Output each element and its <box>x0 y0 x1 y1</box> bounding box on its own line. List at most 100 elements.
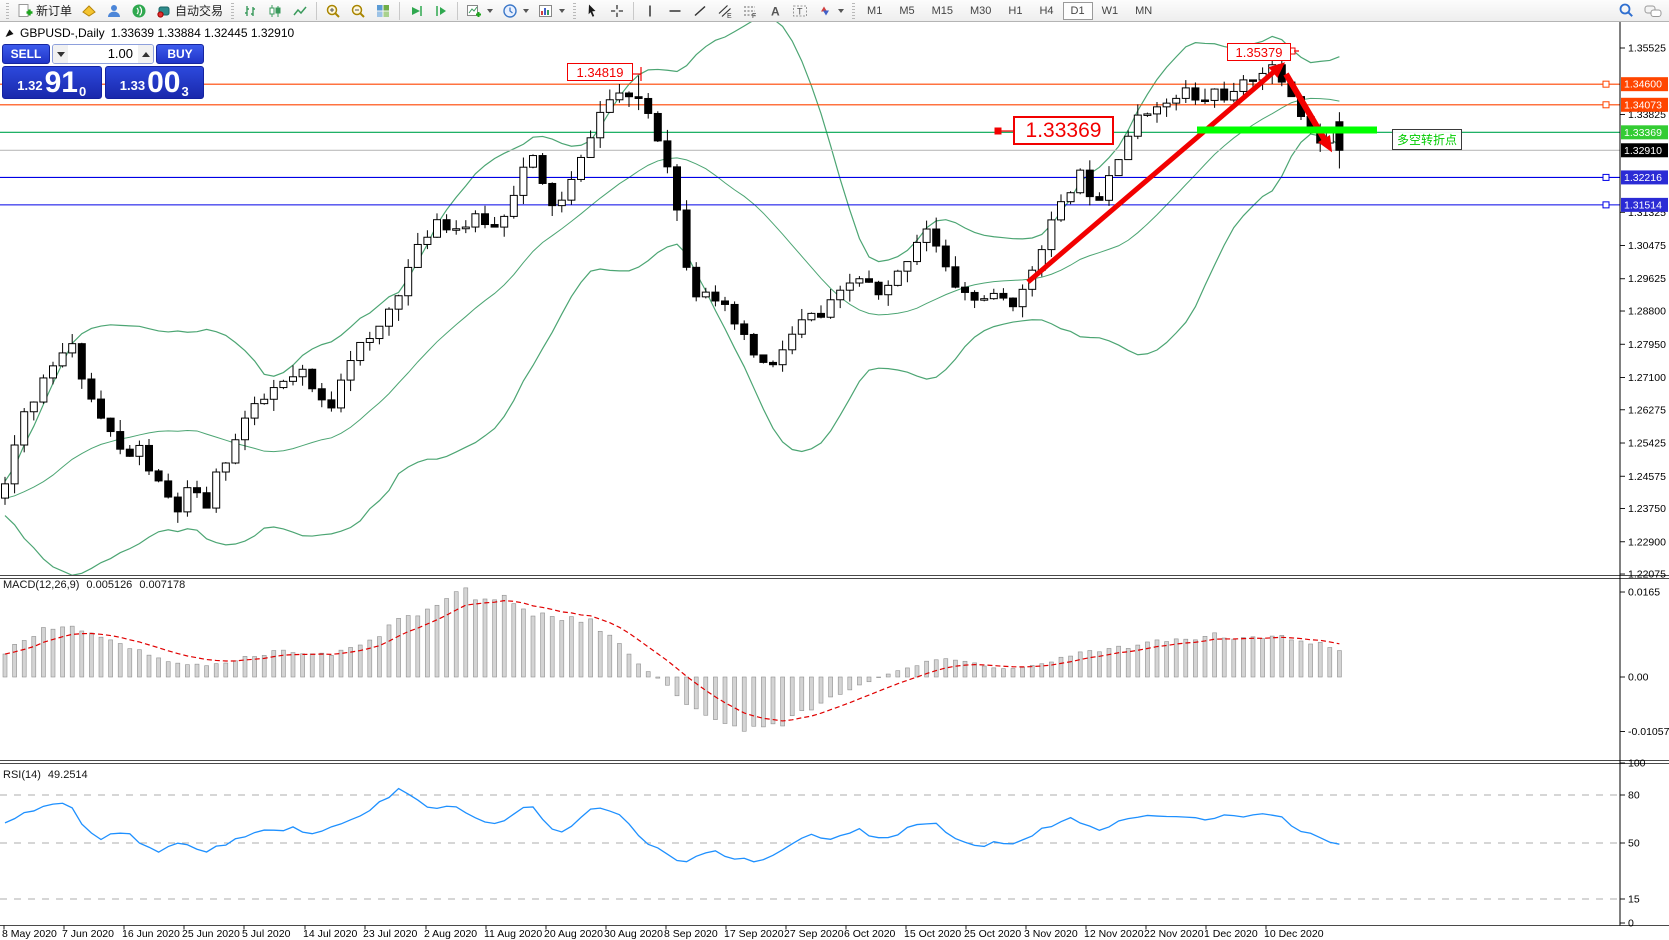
arrows-dropdown[interactable] <box>813 1 848 21</box>
label-tool-button[interactable]: T <box>788 1 812 21</box>
zoom-in-icon <box>325 3 341 19</box>
svg-text:1.27100: 1.27100 <box>1628 372 1666 384</box>
main-toolbar: 新订单 自动交易 <box>0 0 1669 22</box>
horizontal-line-icon <box>667 3 683 19</box>
trendline-tool-button[interactable] <box>688 1 712 21</box>
chevron-down-icon <box>838 8 845 13</box>
new-order-button[interactable]: 新订单 <box>13 1 76 21</box>
volume-decrease-button[interactable] <box>53 45 68 63</box>
toolbar-separator <box>399 1 401 20</box>
volume-stepper: 1.00 <box>52 44 154 64</box>
chart-symbol-header: GBPUSD-,Daily 1.33639 1.33884 1.32445 1.… <box>5 26 294 40</box>
bar-chart-mode-button[interactable] <box>238 1 262 21</box>
tf-button-m5[interactable]: M5 <box>891 2 922 20</box>
fibonacci-icon: F <box>742 3 758 19</box>
fibonacci-tool-button[interactable]: F <box>738 1 762 21</box>
market-watch-button[interactable] <box>77 1 101 21</box>
sell-price-big-digits: 91 <box>44 66 78 99</box>
svg-text:17 Sep 2020: 17 Sep 2020 <box>724 928 784 940</box>
signals-button[interactable] <box>127 1 151 21</box>
svg-text:1.33825: 1.33825 <box>1628 109 1666 121</box>
profile-person-icon <box>106 3 122 19</box>
profiles-button[interactable] <box>102 1 126 21</box>
price-chart-svg[interactable]: 1.355251.338251.313251.304751.296251.288… <box>0 22 1669 940</box>
price-annotation-135379[interactable]: 1.35379 <box>1227 43 1291 61</box>
price-annotation-133369[interactable]: 1.33369 <box>1013 116 1114 145</box>
tile-windows-icon <box>375 3 391 19</box>
toolbar-separator <box>457 1 459 20</box>
svg-text:0.00: 0.00 <box>1628 672 1649 684</box>
tile-windows-button[interactable] <box>371 1 395 21</box>
svg-text:1.34600: 1.34600 <box>1624 79 1662 91</box>
text-label-icon: T <box>792 3 808 19</box>
svg-text:6 Oct 2020: 6 Oct 2020 <box>844 928 896 940</box>
svg-text:1.23750: 1.23750 <box>1628 503 1666 515</box>
ohlc-bars-icon <box>242 3 258 19</box>
triangle-down-icon <box>56 51 65 57</box>
templates-dropdown[interactable] <box>534 1 569 21</box>
new-chart-dropdown[interactable] <box>462 1 497 21</box>
candlestick-mode-button[interactable] <box>263 1 287 21</box>
svg-text:A: A <box>771 4 780 18</box>
rsi-indicator-header: RSI(14) 49.2514 <box>3 769 88 781</box>
periods-dropdown[interactable] <box>498 1 533 21</box>
symbol-search-button[interactable] <box>1614 1 1639 21</box>
clock-icon <box>502 3 518 19</box>
crosshair-tool-button[interactable] <box>605 1 629 21</box>
svg-text:15 Oct 2020: 15 Oct 2020 <box>904 928 961 940</box>
auto-scroll-icon <box>408 3 424 19</box>
zoom-out-icon <box>350 3 366 19</box>
vertical-line-tool-button[interactable] <box>638 1 662 21</box>
chart-shift-button[interactable] <box>429 1 453 21</box>
auto-scroll-button[interactable] <box>404 1 428 21</box>
volume-value[interactable]: 1.00 <box>107 46 133 61</box>
tf-button-w1[interactable]: W1 <box>1094 2 1127 20</box>
text-tool-icon: A <box>767 3 783 19</box>
chevron-down-icon <box>487 8 494 13</box>
volume-increase-button[interactable] <box>138 45 153 63</box>
chevron-down-icon <box>559 8 566 13</box>
tf-button-h1[interactable]: H1 <box>1000 2 1030 20</box>
svg-text:1.30475: 1.30475 <box>1628 240 1666 252</box>
buy-price-display[interactable]: 1.33 00 3 <box>104 66 204 99</box>
sell-button[interactable]: SELL <box>2 44 50 64</box>
svg-text:1.32216: 1.32216 <box>1624 172 1662 184</box>
tf-button-h4[interactable]: H4 <box>1031 2 1061 20</box>
toolbar-grip[interactable] <box>231 2 235 19</box>
svg-text:20 Aug 2020: 20 Aug 2020 <box>544 928 603 940</box>
triangle-up-icon <box>141 51 150 57</box>
tf-button-d1[interactable]: D1 <box>1062 1 1093 20</box>
svg-text:10 Dec 2020: 10 Dec 2020 <box>1264 928 1324 940</box>
new-order-icon <box>17 3 33 19</box>
text-tool-button[interactable]: A <box>763 1 787 21</box>
tf-button-m15[interactable]: M15 <box>924 2 961 20</box>
sell-price-display[interactable]: 1.32 91 0 <box>2 66 102 99</box>
svg-text:1.25425: 1.25425 <box>1628 438 1666 450</box>
tf-button-m30[interactable]: M30 <box>962 2 999 20</box>
toolbar-grip[interactable] <box>573 2 577 19</box>
cursor-tool-button[interactable] <box>580 1 604 21</box>
line-chart-mode-button[interactable] <box>288 1 312 21</box>
toolbar-separator <box>316 1 318 20</box>
tf-button-mn[interactable]: MN <box>1127 2 1160 20</box>
zoom-in-button[interactable] <box>321 1 345 21</box>
horizontal-line-tool-button[interactable] <box>663 1 687 21</box>
svg-text:T: T <box>797 6 803 16</box>
toolbar-grip[interactable] <box>6 2 9 19</box>
chat-button[interactable] <box>1640 1 1666 21</box>
svg-text:E: E <box>727 13 732 19</box>
tf-button-m1[interactable]: M1 <box>859 2 890 20</box>
zoom-out-button[interactable] <box>346 1 370 21</box>
channel-tool-button[interactable]: E <box>713 1 737 21</box>
price-annotation-134819[interactable]: 1.34819 <box>567 63 633 81</box>
buy-button[interactable]: BUY <box>156 44 204 64</box>
svg-text:1 Dec 2020: 1 Dec 2020 <box>1204 928 1258 940</box>
pivot-note-label[interactable]: 多空转折点 <box>1392 129 1463 150</box>
cursor-icon <box>584 3 600 19</box>
candlestick-icon <box>267 3 283 19</box>
toolbar-grip[interactable] <box>852 2 856 19</box>
market-watch-icon <box>81 3 97 19</box>
auto-trading-button[interactable]: 自动交易 <box>152 1 227 21</box>
svg-text:23 Jul 2020: 23 Jul 2020 <box>363 928 417 940</box>
